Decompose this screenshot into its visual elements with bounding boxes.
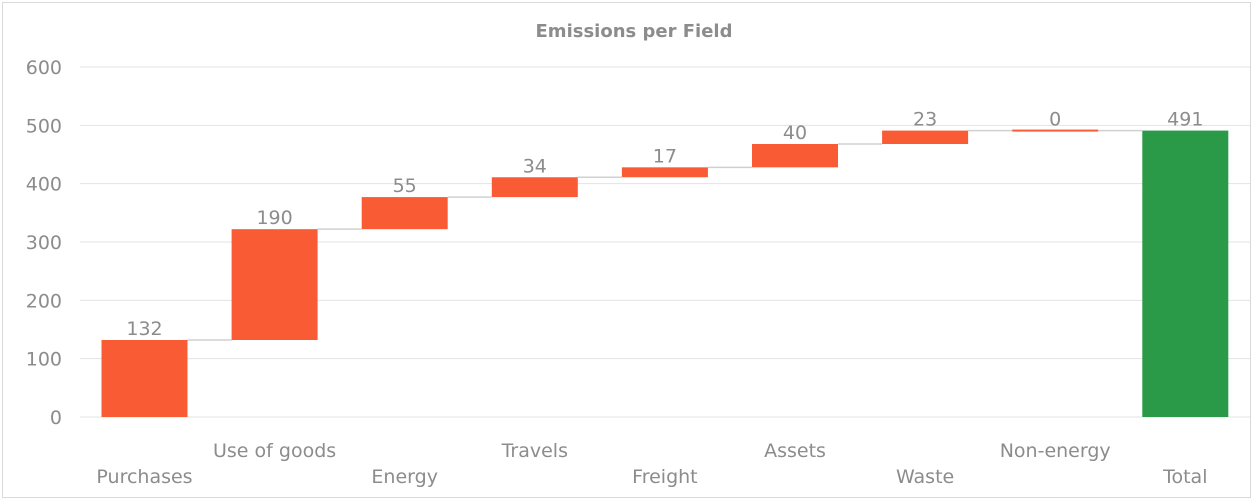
data-labels: 132 190 55 34 17 40 23 0 491 bbox=[126, 109, 1203, 340]
data-label: 34 bbox=[523, 155, 547, 177]
data-label: 190 bbox=[256, 207, 292, 229]
x-axis: Purchases Use of goods Energy Travels Freigh… bbox=[96, 440, 1207, 488]
bar bbox=[101, 340, 188, 417]
bar bbox=[231, 229, 318, 340]
y-tick-label: 600 bbox=[26, 57, 62, 79]
x-tick-label: Freight bbox=[632, 466, 697, 488]
connector-lines bbox=[187, 129, 1143, 341]
bar bbox=[1142, 130, 1229, 418]
bar bbox=[882, 130, 969, 144]
y-tick-label: 100 bbox=[26, 349, 62, 371]
bar bbox=[621, 167, 708, 178]
bar bbox=[752, 144, 838, 168]
y-axis: 0 100 200 300 400 500 600 bbox=[26, 57, 62, 429]
data-label: 55 bbox=[393, 175, 417, 197]
bar bbox=[1012, 129, 1099, 132]
data-label: 40 bbox=[783, 122, 807, 144]
y-tick-label: 500 bbox=[26, 115, 62, 137]
x-tick-label: Assets bbox=[764, 440, 826, 462]
data-label: 491 bbox=[1167, 109, 1203, 131]
x-tick-label: Total bbox=[1162, 466, 1207, 488]
x-tick-label: Non-energy bbox=[1000, 440, 1111, 462]
gridlines bbox=[80, 66, 1250, 418]
bar bbox=[361, 197, 448, 230]
y-tick-label: 400 bbox=[26, 174, 62, 196]
x-tick-label: Purchases bbox=[96, 466, 192, 488]
bar bbox=[491, 177, 578, 198]
x-tick-label: Energy bbox=[371, 466, 438, 488]
chart-title: Emissions per Field bbox=[536, 21, 733, 42]
data-label: 17 bbox=[653, 145, 677, 167]
x-tick-label: Use of goods bbox=[213, 440, 336, 462]
y-tick-label: 0 bbox=[50, 407, 62, 429]
y-tick-label: 300 bbox=[26, 232, 62, 254]
data-label: 23 bbox=[913, 109, 937, 131]
data-label: 0 bbox=[1049, 109, 1061, 131]
y-tick-label: 200 bbox=[26, 290, 62, 312]
x-tick-label: Travels bbox=[501, 440, 568, 462]
x-tick-label: Waste bbox=[896, 466, 954, 488]
data-label: 132 bbox=[126, 318, 162, 340]
bars bbox=[101, 129, 1229, 418]
